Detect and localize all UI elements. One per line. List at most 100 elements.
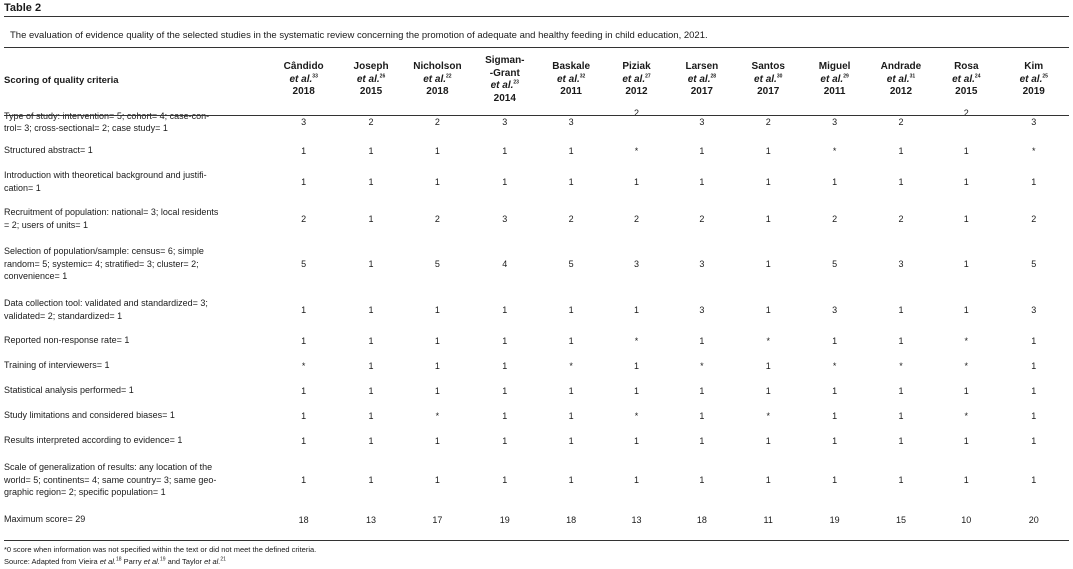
score-cell: 1: [502, 385, 508, 396]
study-ref: 33: [312, 73, 318, 80]
criterion-text-line: validated= 2; standardized= 1: [4, 310, 123, 321]
score-cell: 1: [568, 145, 574, 156]
score-cell: 2: [634, 213, 640, 224]
score-cell: 1: [434, 385, 440, 396]
study-column-header: Piziak et al.27 2012: [604, 54, 668, 106]
source-ref-1: 18: [116, 556, 122, 563]
study-year: 2011: [560, 86, 582, 98]
score-cell: 3: [568, 117, 574, 127]
score-cell: 1: [368, 176, 374, 187]
score-cell: 1: [301, 145, 307, 156]
score-cell: 1: [765, 475, 771, 485]
score-cell: 1: [568, 304, 574, 315]
study-ref: 25: [1042, 73, 1048, 80]
study-author-cont: -Grant: [489, 67, 520, 79]
score-cell: *: [1031, 145, 1036, 156]
score-cell: 3: [832, 117, 838, 127]
score-cell: 1: [434, 304, 440, 315]
study-author: Rosa: [954, 61, 979, 73]
criterion-text-line: Data collection tool: validated and stan…: [4, 298, 208, 308]
study-year: 2014: [493, 92, 516, 104]
score-cell: 1: [434, 435, 440, 446]
score-cell: 2: [765, 117, 771, 127]
score-cell: 1: [963, 304, 969, 315]
score-cell: 1: [1031, 475, 1037, 485]
score-cell: 5: [434, 259, 440, 269]
score-cell: 1: [301, 304, 307, 315]
criterion-text-line: trol= 3; cross-sectional= 2; case study=…: [4, 123, 168, 133]
criterion-text-line: Results interpreted according to evidenc…: [4, 435, 183, 446]
study-ref: 27: [645, 73, 651, 80]
score-cell: 5: [568, 259, 574, 269]
score-cell: 1: [634, 475, 640, 485]
score-cell: 1: [963, 435, 969, 446]
score-cell: 3: [301, 117, 307, 127]
score-cell: 4: [502, 259, 508, 269]
criterion-text-line: Training of interviewers= 1: [4, 360, 110, 371]
score-cell: 11: [763, 514, 773, 525]
score-cell: 1: [765, 385, 771, 396]
score-cell: 1: [368, 385, 374, 396]
score-cell: 1: [898, 304, 904, 315]
score-cell: 10: [961, 514, 972, 525]
score-cell: 2: [368, 117, 374, 127]
score-cell: 1: [568, 385, 574, 396]
criterion-text-line: Introduction with theoretical background…: [4, 170, 207, 180]
criterion-cell: Scale of generalization of results: any …: [4, 453, 268, 507]
score-cell: *: [964, 410, 969, 421]
study-ref: 26: [379, 73, 386, 80]
study-year: 2017: [690, 86, 713, 98]
score-cell: 1: [699, 475, 705, 485]
score-cell: 2: [832, 213, 838, 224]
criterion-cell: Type of study: intervention= 5; cohort= …: [4, 106, 268, 138]
score-cell: 18: [298, 514, 309, 525]
study-etal-line: et al.27: [604, 74, 668, 87]
study-author: Miguel: [818, 61, 851, 73]
study-column-header: Rosa et al.24 2015: [934, 54, 998, 106]
score-cell: 1: [963, 475, 969, 485]
score-cell: 2: [898, 117, 904, 127]
table-row: Scale of generalization of results: any …: [4, 453, 1069, 507]
study-etal-line: et al.30: [735, 74, 801, 87]
table-row: Maximum score= 29 18 13 17 19 18 13 18 11 19 15 10 2…: [4, 507, 1069, 532]
score-cell: 1: [301, 410, 307, 421]
study-author: Cândido: [283, 61, 324, 73]
score-cell: 2: [699, 213, 705, 224]
criterion-text-line: cation= 1: [4, 182, 41, 193]
study-etal-line: et al.24: [934, 74, 998, 87]
criterion-text-line: Reported non-response rate= 1: [4, 335, 130, 346]
score-cell: 1: [502, 176, 508, 187]
study-column-header: Joseph et al.26 2015: [339, 54, 403, 106]
score-cell: 3: [634, 259, 640, 269]
criterion-text-line: Selection of population/sample: census= …: [4, 246, 204, 257]
score-cell: 3: [898, 259, 904, 269]
study-etal: et al.: [1019, 73, 1043, 85]
study-author: Larsen: [685, 61, 719, 73]
score-cell: *: [634, 335, 639, 346]
score-cell: *: [766, 335, 770, 346]
score-cell: 1: [832, 385, 838, 396]
table-row: Statistical analysis performed= 1 1 1 1 1 1 1 1…: [4, 378, 1069, 403]
score-cell: 2: [434, 117, 440, 127]
score-cell: 20: [1028, 514, 1039, 525]
criterion-cell: Reported non-response rate= 1: [4, 328, 268, 353]
study-etal: et al.: [820, 73, 844, 85]
score-cell: 3: [832, 304, 838, 315]
score-cell: 1: [699, 385, 705, 396]
score-cell: 1: [1031, 360, 1037, 371]
score-cell: *: [964, 335, 969, 346]
score-cell: 1: [568, 475, 574, 485]
score-cell: 1: [832, 410, 838, 421]
study-etal: et al.: [356, 73, 380, 85]
score-cell: 1: [301, 475, 307, 485]
score-cell: 1: [634, 304, 640, 315]
source-tail: and Taylor: [165, 557, 205, 566]
criterion-text-line: graphic region= 2; specific population= …: [4, 487, 166, 498]
criterion-text-line: Scale of generalization of results: any …: [4, 462, 213, 473]
score-cell: 19: [829, 514, 840, 525]
score-cell: 1: [301, 385, 307, 396]
score-cell: 1: [368, 145, 374, 156]
source-etal-1: et al.: [99, 557, 117, 566]
study-etal: et al.: [490, 80, 514, 91]
study-etal: et al.: [289, 73, 313, 85]
